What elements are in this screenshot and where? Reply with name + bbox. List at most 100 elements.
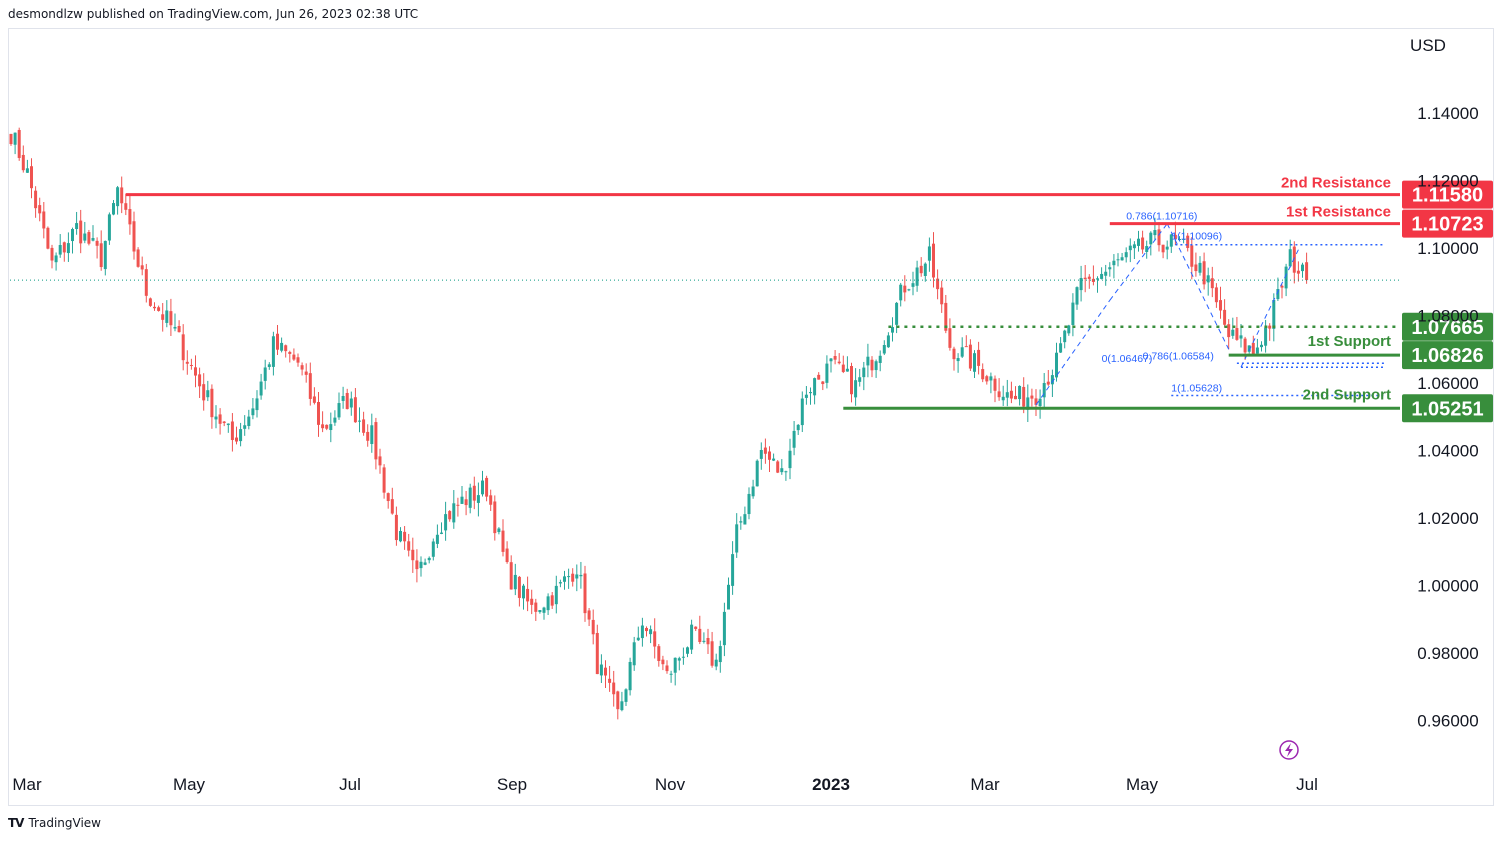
candle-body: [1198, 262, 1202, 273]
candle-body: [235, 437, 238, 442]
candle-body: [399, 530, 402, 542]
price-badge-label: 1.05251: [1411, 398, 1483, 420]
candle-body: [616, 691, 620, 710]
candle-body: [624, 689, 628, 702]
candle-body: [829, 358, 833, 362]
candle-body: [1145, 246, 1149, 252]
candle-body: [103, 240, 107, 270]
candle-body: [759, 449, 763, 459]
candle-body: [714, 659, 718, 667]
x-axis: Mar May Jul Sep Nov 2023 Mar May Jul: [12, 775, 1318, 794]
candle-body: [595, 632, 599, 675]
level-name-label: 1st Resistance: [1286, 204, 1391, 221]
candle-body: [280, 342, 284, 351]
price-badge-label: 1.06826: [1411, 345, 1483, 367]
candle-body: [686, 647, 689, 654]
candle-body: [210, 388, 214, 418]
lightning-icon[interactable]: [1279, 740, 1299, 760]
candle-body: [194, 367, 197, 376]
candle-body: [251, 408, 255, 416]
candle-body: [632, 642, 636, 666]
candle-body: [944, 302, 948, 331]
candle-body: [636, 637, 640, 641]
candle-body: [501, 530, 505, 552]
y-tick-label: 1.02000: [1417, 509, 1478, 528]
candle-body: [386, 493, 390, 502]
candle-body: [157, 307, 161, 311]
candle-body: [895, 302, 899, 325]
candle-body: [768, 451, 771, 460]
footer-brand[interactable]: TradingView: [28, 816, 101, 830]
candle-body: [821, 381, 825, 385]
candle-body: [58, 245, 62, 255]
x-tick-label: Jul: [1296, 775, 1318, 794]
candle-body: [681, 656, 685, 658]
candle-body: [866, 356, 870, 366]
candle-body: [1083, 277, 1087, 280]
candle-body: [1153, 230, 1157, 236]
candle-body: [620, 701, 624, 711]
fib-label: 0.786(1.10716): [1126, 210, 1197, 222]
candle-body: [1178, 239, 1181, 241]
candle-body: [1005, 392, 1009, 398]
candle-body: [42, 211, 46, 229]
candle-body: [509, 562, 513, 590]
candle-body: [378, 456, 382, 466]
candle-body: [669, 673, 673, 675]
candle-body: [30, 166, 33, 189]
candle-body: [1165, 246, 1169, 250]
candle-body: [997, 391, 1001, 398]
candle-body: [1255, 347, 1259, 354]
candle-body: [312, 396, 316, 403]
candle-body: [919, 265, 923, 274]
candle-body: [940, 287, 944, 305]
candle-body: [353, 397, 357, 423]
candle-body: [690, 624, 694, 650]
candle-body: [792, 430, 796, 448]
candle-body: [46, 227, 50, 249]
y-tick-label: 1.12000: [1417, 172, 1478, 191]
candle-body: [977, 349, 981, 366]
tradingview-logo-icon[interactable]: 𝗧𝗩: [8, 816, 25, 830]
candle-body: [554, 585, 558, 605]
candle-body: [444, 514, 448, 531]
candle-body: [9, 133, 13, 145]
candle-body: [259, 381, 263, 396]
candle-body: [743, 514, 747, 525]
candle-body: [304, 371, 308, 375]
candle-body: [25, 168, 29, 173]
candle-body: [370, 425, 374, 445]
candle-body: [981, 369, 985, 380]
currency-label: USD: [1410, 36, 1446, 55]
candle-body: [136, 249, 140, 267]
candle-body: [948, 328, 952, 348]
candle-body: [62, 242, 66, 253]
candle-body: [243, 425, 247, 429]
candle-body: [739, 521, 743, 523]
candle-body: [112, 203, 115, 215]
candle-body: [813, 378, 817, 396]
candle-body: [731, 554, 735, 586]
candle-body: [1214, 287, 1218, 303]
candle-body: [1305, 262, 1309, 281]
candle-body: [1046, 381, 1050, 385]
candle-body: [345, 392, 349, 410]
price-badge-label: 1.10723: [1411, 214, 1483, 236]
candle-body: [546, 596, 550, 611]
x-tick-label: 2023: [812, 775, 850, 794]
candle-body: [960, 347, 964, 357]
candle-body: [854, 380, 858, 398]
candle-body: [1182, 238, 1186, 240]
candle-body: [341, 396, 345, 401]
candle-body: [530, 598, 534, 605]
candle-body: [1276, 288, 1280, 300]
candle-body: [407, 541, 411, 551]
candle-body: [1186, 235, 1190, 248]
candle-body: [722, 611, 726, 646]
candle-body: [1169, 234, 1173, 247]
fib-label: 1(1.05628): [1171, 382, 1222, 394]
candle-body: [198, 374, 202, 387]
candle-body: [845, 368, 849, 372]
candle-body: [841, 364, 845, 372]
